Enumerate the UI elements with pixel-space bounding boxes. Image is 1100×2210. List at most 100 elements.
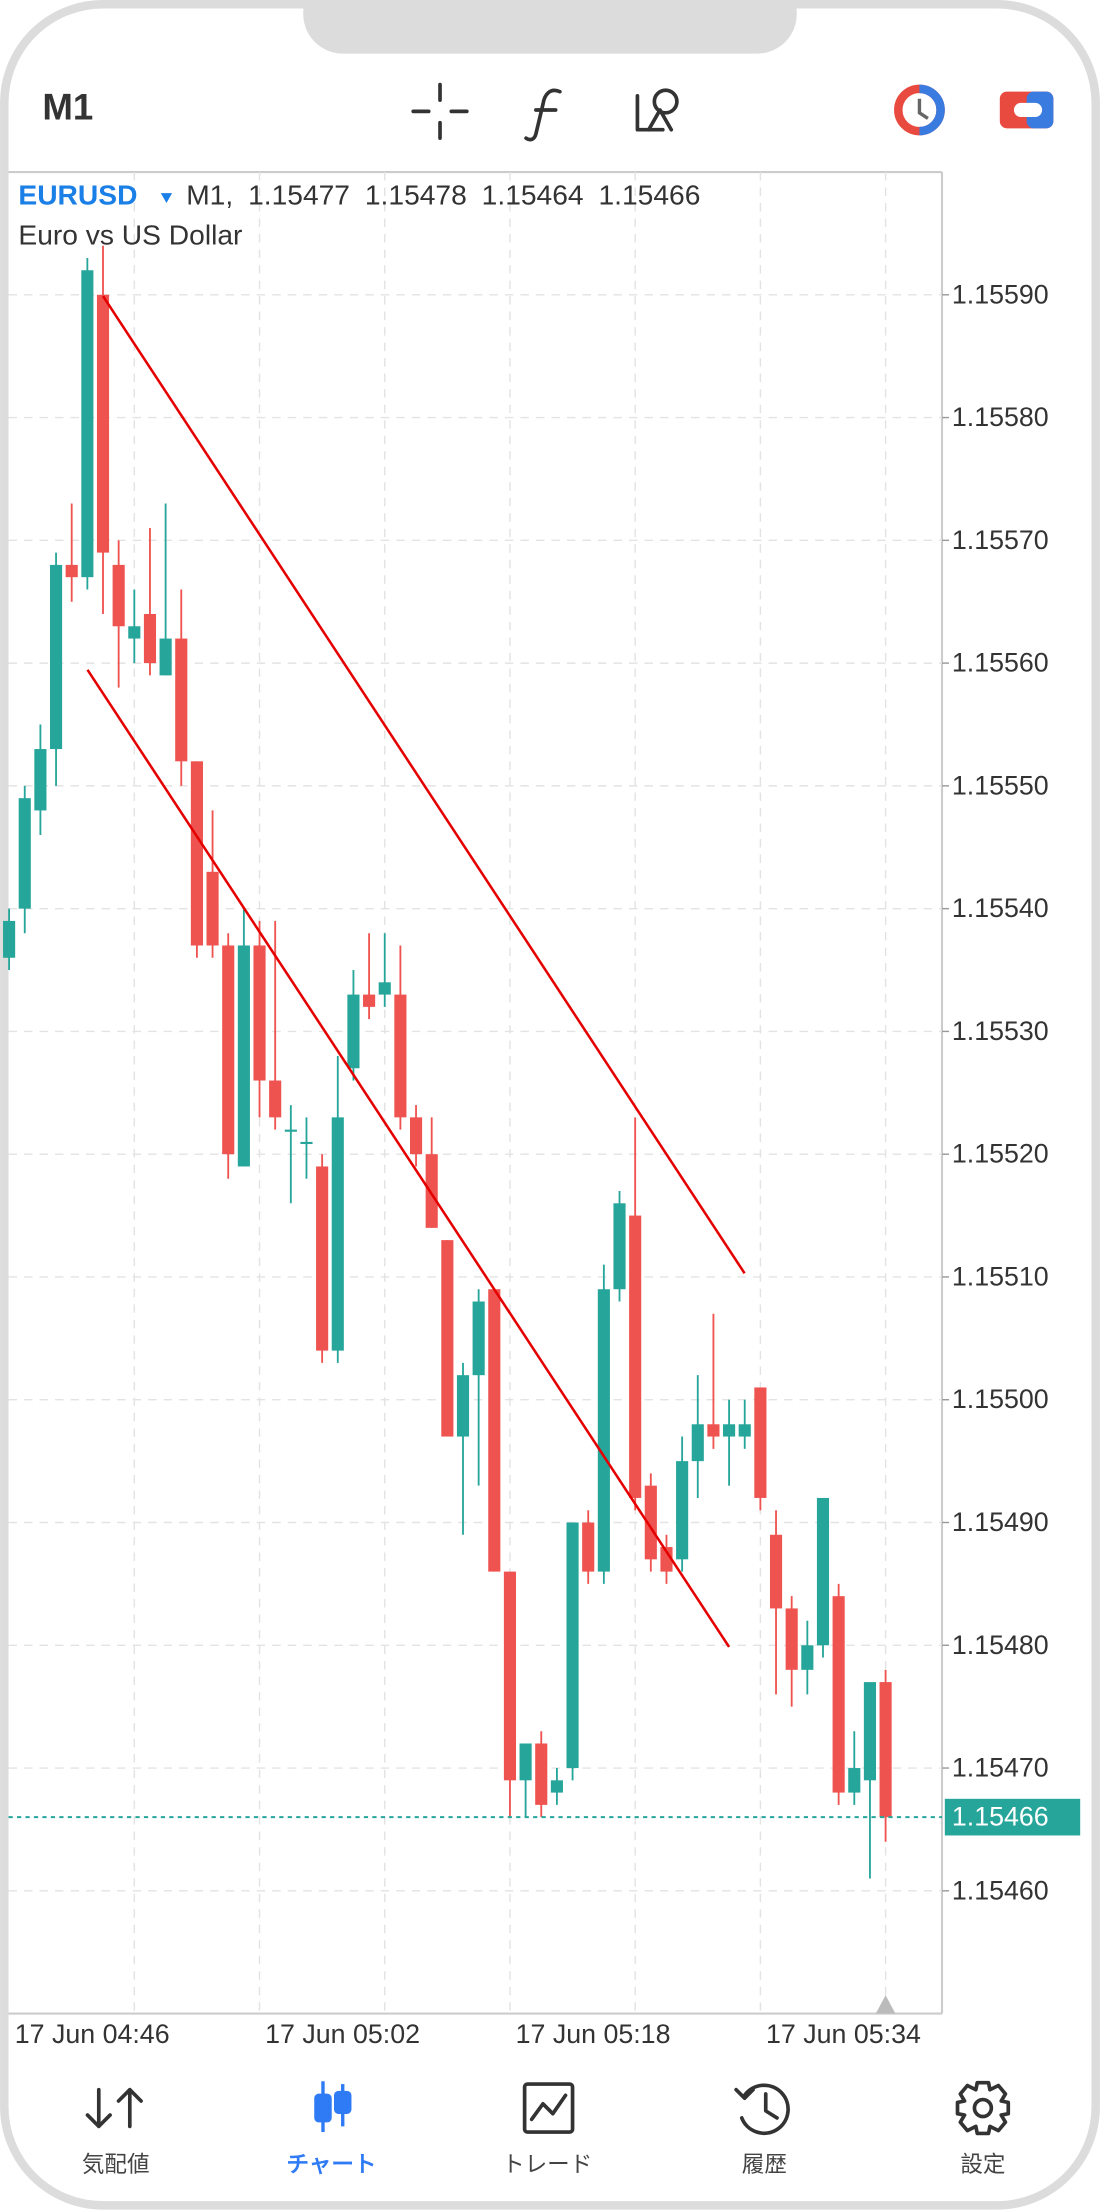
symbol-header: EURUSD [18, 179, 137, 211]
candle-body [378, 982, 391, 995]
candle-body [723, 1424, 736, 1437]
candle-body [613, 1203, 626, 1290]
candle-body [96, 294, 110, 553]
trade-icon [522, 2082, 575, 2134]
objects-button[interactable] [635, 88, 679, 132]
candle-body [143, 614, 157, 664]
bottom-navigation: 気配値 チャート トレード 履歴 設定 [82, 2080, 1011, 2177]
y-tick-label: 1.15470 [952, 1753, 1049, 1783]
candle-body [34, 749, 47, 811]
ohlc-header: M1, 1.15477 1.15478 1.15464 1.15466 [186, 179, 700, 211]
quotes-icon [85, 2087, 143, 2129]
y-tick-label: 1.15590 [952, 279, 1049, 309]
candle-body [472, 1301, 485, 1376]
candle-body [801, 1645, 814, 1670]
candle-body [582, 1522, 595, 1572]
y-tick-label: 1.15570 [952, 525, 1049, 555]
candle-body [190, 761, 203, 946]
candle-body [237, 945, 250, 1167]
candle-body [597, 1289, 610, 1572]
candles [3, 245, 892, 1879]
y-tick-label: 1.15490 [952, 1507, 1049, 1537]
candle-body [394, 994, 407, 1118]
current-price-box [944, 1798, 1081, 1836]
candle-body [738, 1424, 751, 1437]
candle-body [425, 1154, 438, 1228]
candle-body [159, 638, 172, 676]
x-tick-label: 17 Jun 05:02 [265, 2019, 420, 2049]
y-tick-label: 1.15540 [952, 893, 1049, 923]
y-tick-label: 1.15550 [952, 770, 1049, 800]
candle-body [253, 945, 266, 1081]
candle-body [535, 1743, 548, 1805]
candle-body [769, 1534, 783, 1609]
y-tick-label: 1.15580 [952, 402, 1049, 432]
candle-body [269, 1080, 282, 1118]
candle-body [175, 638, 188, 762]
chart-icon [314, 2081, 352, 2133]
candle-body [832, 1596, 845, 1793]
trend-line[interactable] [86, 669, 731, 1648]
timeframe-label: M1, [186, 179, 233, 211]
nav-label[interactable]: 気配値 [82, 2152, 150, 2177]
nav-label[interactable]: 設定 [960, 2152, 1005, 2177]
candle-body [316, 1166, 329, 1351]
candle-body [707, 1424, 720, 1437]
candle-body [629, 1215, 642, 1498]
ohlc-open: 1.15477 [248, 179, 350, 211]
nav-label[interactable]: トレード [502, 2152, 592, 2177]
nav-label[interactable]: チャート [286, 2152, 376, 2177]
trade-button[interactable] [999, 91, 1054, 129]
candle-body [816, 1497, 830, 1646]
candle-body [785, 1608, 798, 1670]
candle-body [754, 1387, 767, 1498]
candle-body [676, 1461, 689, 1560]
y-tick-label: 1.15510 [952, 1261, 1049, 1291]
y-tick-label: 1.15530 [952, 1016, 1049, 1046]
symbol[interactable]: EURUSD [18, 179, 137, 211]
candle-body [206, 871, 219, 946]
candle-body [441, 1240, 454, 1437]
candle-body [848, 1768, 861, 1793]
candle-body [363, 994, 376, 1007]
settings-icon [955, 2080, 1011, 2136]
scroll-marker [875, 1995, 896, 2014]
notch [303, 0, 797, 54]
x-tick-label: 17 Jun 05:18 [516, 2019, 671, 2049]
y-tick-label: 1.15560 [952, 648, 1049, 678]
candle-body [409, 1117, 423, 1155]
candle-body [488, 1289, 501, 1572]
symbol-dropdown[interactable] [160, 193, 173, 204]
one-click-button[interactable] [894, 84, 945, 136]
y-tick-label: 1.15460 [952, 1875, 1049, 1905]
candle-body [347, 994, 360, 1069]
candle-body [566, 1522, 579, 1769]
trend-line[interactable] [101, 295, 746, 1274]
candle-body [112, 564, 125, 627]
crosshair-button[interactable] [411, 82, 469, 141]
candle-body [128, 626, 141, 639]
indicators-button[interactable] [524, 88, 562, 142]
candle-body [65, 564, 78, 578]
timeframe-button[interactable]: M1 [42, 87, 93, 128]
candle-body [300, 1141, 313, 1145]
y-tick-label: 1.15520 [952, 1139, 1049, 1169]
history-icon [734, 2083, 790, 2136]
candle-body [18, 798, 31, 909]
y-tick-label: 1.15480 [952, 1630, 1049, 1660]
x-tick-label: 17 Jun 05:34 [766, 2019, 921, 2049]
candle-body [284, 1129, 297, 1132]
axes: 1.15590 1.15580 1.15570 1.15560 1.15550 1.155… [8, 279, 1081, 2049]
symbol-description: Euro vs US Dollar [18, 218, 242, 250]
nav-label[interactable]: 履歴 [742, 2152, 787, 2177]
candle-body [3, 920, 16, 958]
candle-body [644, 1485, 657, 1560]
candle-body [456, 1375, 470, 1437]
candle-body [550, 1780, 563, 1793]
ohlc-close: 1.15466 [598, 179, 700, 211]
current-price-label: 1.15466 [952, 1802, 1049, 1832]
candle-body [879, 1682, 892, 1818]
ohlc-high: 1.15478 [365, 179, 467, 211]
